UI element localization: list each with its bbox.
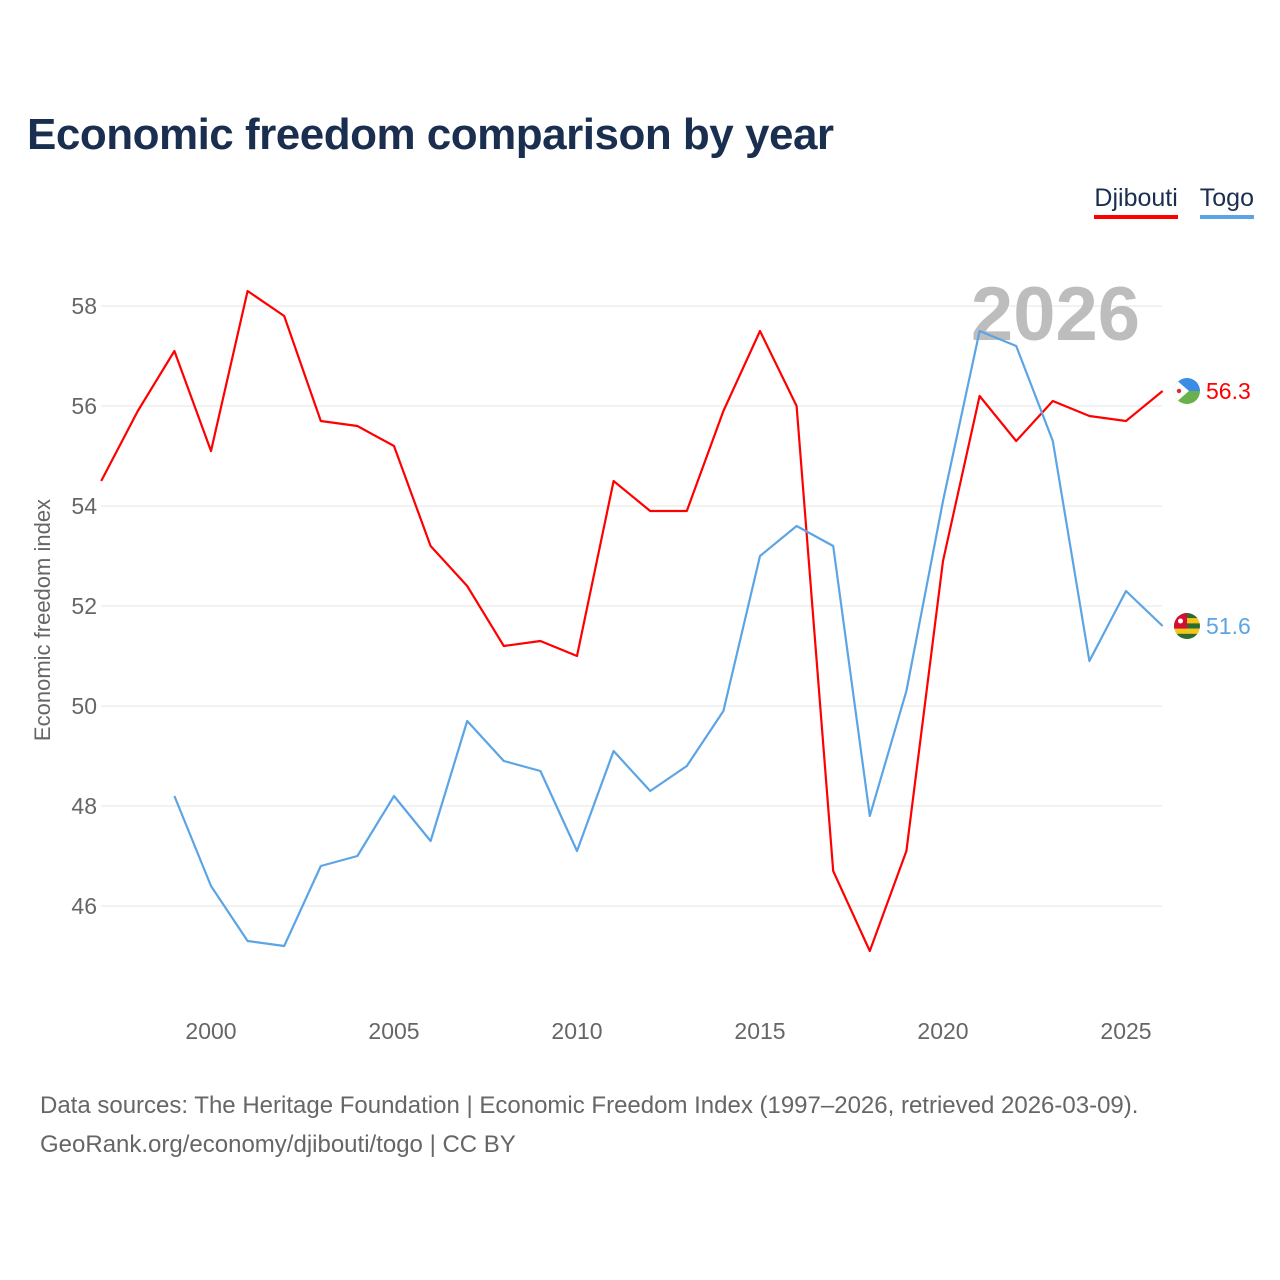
end-value-label-djibouti: 56.3 — [1206, 378, 1251, 404]
y-tick-label: 58 — [71, 293, 97, 319]
legend-item-djibouti[interactable]: Djibouti — [1094, 184, 1178, 219]
flag-body — [1174, 613, 1200, 639]
x-tick-label: 2010 — [551, 1018, 602, 1044]
y-tick-label: 54 — [71, 493, 97, 519]
x-tick-label: 2020 — [917, 1018, 968, 1044]
flag-icon-togo — [1174, 613, 1200, 639]
flag-star — [1178, 618, 1183, 624]
x-tick-label: 2015 — [734, 1018, 785, 1044]
y-tick-label: 50 — [71, 693, 97, 719]
flag-stripe — [1174, 628, 1200, 634]
x-tick-label: 2005 — [368, 1018, 419, 1044]
series-line-togo — [173, 329, 1164, 948]
legend-item-togo[interactable]: Togo — [1199, 184, 1254, 219]
chart-title: Economic freedom comparison by year — [27, 110, 834, 159]
footer: Data sources: The Heritage Foundation | … — [40, 1086, 1138, 1164]
y-tick-label: 52 — [71, 593, 97, 619]
series-line-djibouti — [100, 289, 1164, 953]
x-tick-label: 2025 — [1100, 1018, 1151, 1044]
y-tick-label: 48 — [71, 793, 97, 819]
flag-stripe — [1174, 633, 1200, 639]
year-watermark: 2026 — [971, 272, 1140, 357]
flag-icon-djibouti — [1174, 378, 1200, 404]
y-tick-label: 46 — [71, 893, 97, 919]
end-value-label-togo: 51.6 — [1206, 613, 1251, 639]
flag-triangle — [1174, 378, 1189, 404]
flag-body — [1174, 378, 1200, 404]
footer-sources: Data sources: The Heritage Foundation | … — [40, 1092, 1139, 1119]
x-tick-label: 2000 — [185, 1018, 236, 1044]
y-axis-label: Economic freedom index — [30, 499, 55, 741]
footer-attribution: GeoRank.org/economy/djibouti/togo | CC B… — [40, 1131, 516, 1158]
legend: Djibouti Togo — [1094, 184, 1254, 219]
flag-star — [1176, 388, 1182, 394]
y-tick-label: 56 — [71, 393, 97, 419]
